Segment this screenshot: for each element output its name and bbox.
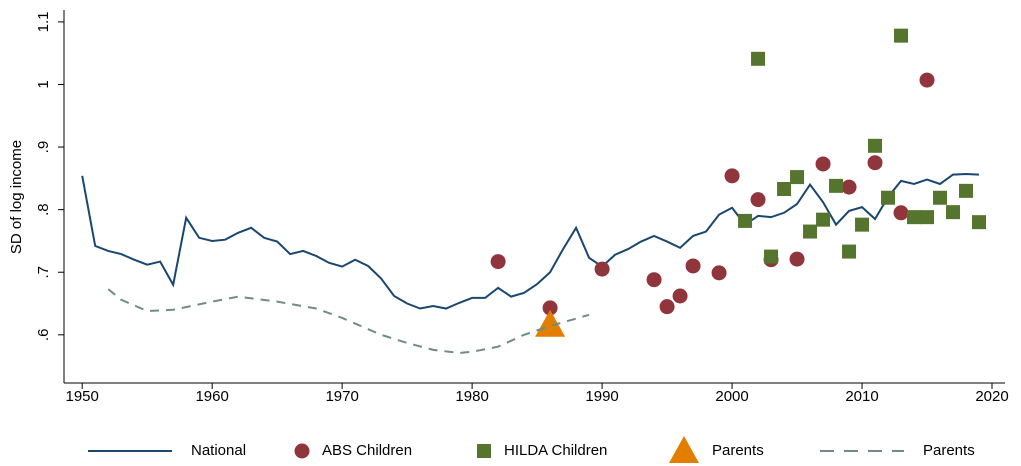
marker [685,258,701,274]
y-tick-label: .7 [35,266,52,279]
legend-marker [669,436,699,463]
x-tick-label: 1950 [66,388,99,405]
x-tick-label: 1960 [195,388,228,405]
marker [972,215,987,230]
marker [815,156,831,172]
marker [881,190,896,205]
marker [816,212,831,227]
legend-label: Parents [712,442,764,459]
x-tick-label: 2000 [715,388,748,405]
marker [724,168,740,184]
marker [777,181,792,196]
y-tick-label: .9 [35,141,52,154]
marker [646,272,662,288]
legend-marker [477,444,491,458]
marker [907,210,922,225]
marker [535,309,566,337]
legend-marker [294,443,310,459]
marker [920,210,935,225]
marker [803,224,818,239]
y-tick-label: .6 [35,329,52,342]
marker [750,192,766,208]
legend-label: HILDA Children [504,442,607,459]
legend-label: ABS Children [322,442,412,459]
marker [868,138,883,153]
y-tick-label: .8 [35,203,52,216]
legend-label: National [191,442,246,459]
x-tick-label: 2020 [975,388,1008,405]
y-tick-label: 1 [35,80,52,88]
marker [867,155,883,171]
x-tick-label: 1980 [455,388,488,405]
x-tick-label: 1990 [585,388,618,405]
marker [672,288,688,304]
marker [933,190,948,205]
line [107,288,590,354]
marker [919,72,935,88]
x-tick-label: 1970 [325,388,358,405]
marker [841,179,857,195]
marker [490,254,506,270]
marker [959,183,974,198]
marker [894,28,909,43]
marker [829,178,844,193]
marker [738,213,753,228]
marker [764,249,779,264]
marker [855,217,870,232]
marker [893,205,909,221]
line [81,172,980,310]
y-tick-label: 1.1 [35,11,52,32]
x-tick-label: 2010 [845,388,878,405]
marker [946,205,961,220]
marker [790,170,805,185]
marker [659,299,675,315]
y-axis-title: SD of log income [8,140,25,254]
marker [711,265,727,281]
marker [594,261,610,277]
legend-label: Parents [923,442,975,459]
marker [542,300,558,316]
marker [751,51,766,66]
marker [789,251,805,267]
marker [842,244,857,259]
